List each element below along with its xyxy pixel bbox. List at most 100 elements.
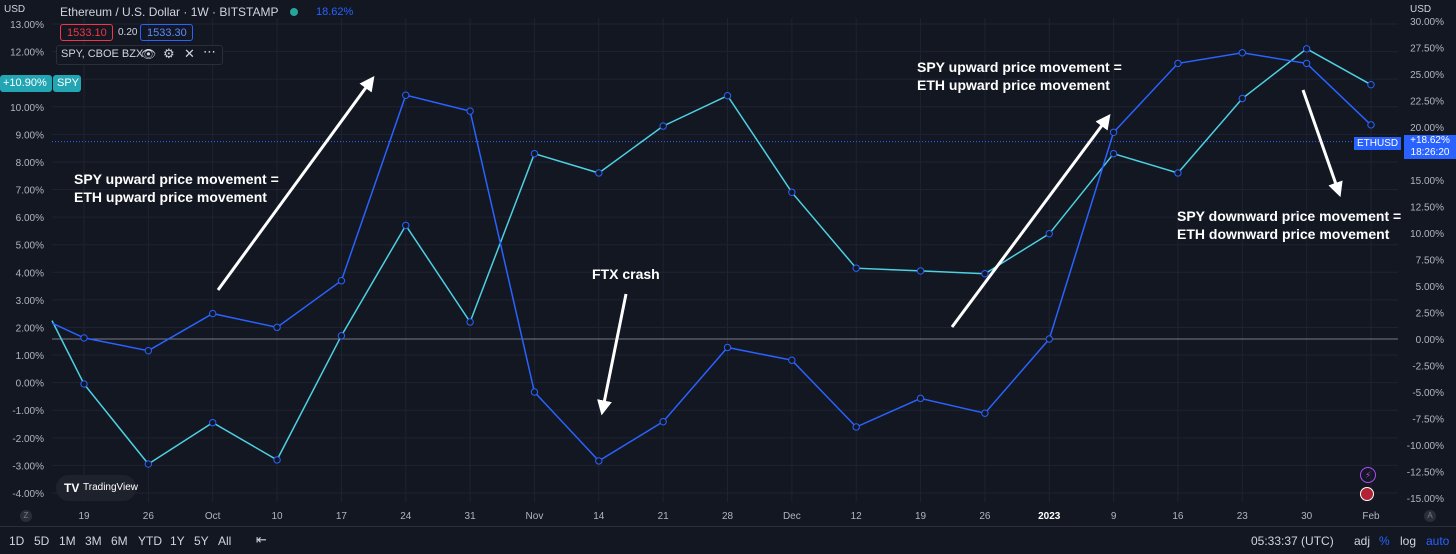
x-axis-tick-label: 14: [593, 511, 605, 522]
settings-z-icon[interactable]: Z: [20, 510, 32, 522]
us-flag-icon[interactable]: [1360, 487, 1374, 501]
x-axis-tick-label: 31: [465, 511, 477, 522]
adj-toggle[interactable]: adj: [1354, 534, 1371, 548]
x-axis-tick-label: Oct: [205, 511, 221, 522]
bottom-toolbar: 1D 5D 1M 3M 6M YTD 1Y 5Y All ⇤ 05:33:37 …: [0, 526, 1456, 554]
x-axis-tick-label: 26: [979, 511, 991, 522]
left-axis-tick-label: 9.00%: [16, 130, 44, 141]
eye-icon[interactable]: 👁: [141, 47, 157, 61]
x-axis-tick-label: 21: [658, 511, 670, 522]
log-toggle[interactable]: log: [1400, 534, 1417, 548]
more-icon[interactable]: ⋯: [203, 44, 216, 59]
left-axis-tick-label: -4.00%: [12, 489, 44, 500]
auto-scale-a-icon[interactable]: A: [1424, 510, 1436, 522]
ask-price-box[interactable]: 1533.30: [140, 24, 193, 41]
date-range-icon[interactable]: ⇤: [256, 532, 267, 547]
timeframe-1d[interactable]: 1D: [9, 534, 25, 548]
data-point-spy: [273, 456, 281, 464]
tradingview-logo-icon: TV: [64, 481, 80, 495]
data-point-spy: [80, 380, 88, 388]
percent-toggle[interactable]: %: [1379, 534, 1390, 548]
data-point-ethusd: [144, 346, 153, 355]
data-point-ethusd: [1174, 59, 1182, 68]
right-axis-tick-label: 25.00%: [1410, 70, 1444, 81]
data-point-spy: [1302, 45, 1311, 53]
data-point-ethusd: [1367, 121, 1375, 129]
timeframe-ytd[interactable]: YTD: [138, 534, 162, 548]
overlay-symbol-label: SPY, CBOE BZX: [61, 48, 144, 60]
annotation-ftx: FTX crash: [592, 266, 660, 282]
timeframe-1m[interactable]: 1M: [59, 534, 76, 548]
left-axis-tick-label: 6.00%: [16, 213, 44, 224]
right-axis-tick-label: 2.50%: [1416, 309, 1444, 320]
data-point-spy: [1238, 94, 1247, 103]
left-axis-tick-label: 12.00%: [10, 48, 44, 59]
timeframe-1y[interactable]: 1Y: [170, 534, 185, 548]
spread-value: 0.20: [118, 27, 138, 38]
right-axis-tick-label: 12.50%: [1410, 203, 1444, 214]
timeframe-5y[interactable]: 5Y: [194, 534, 209, 548]
close-icon[interactable]: ✕: [184, 46, 195, 61]
data-point-ethusd: [466, 107, 474, 115]
utc-time[interactable]: 05:33:37 (UTC): [1251, 534, 1334, 548]
timeframe-all[interactable]: All: [218, 534, 232, 548]
data-point-ethusd: [1109, 128, 1118, 137]
x-axis-tick-label: Feb: [1362, 511, 1380, 522]
data-point-ethusd: [1302, 59, 1311, 68]
arrow-ftx: [597, 293, 628, 416]
symbol-title: Ethereum / U.S. Dollar · 1W · BITSTAMP: [60, 5, 279, 19]
data-point-spy: [1367, 80, 1375, 89]
right-axis-tick-label: -5.00%: [1412, 388, 1444, 399]
data-point-ethusd: [337, 277, 346, 285]
x-axis-tick-label: 9: [1111, 511, 1117, 522]
data-point-ethusd: [788, 356, 796, 364]
annotation-left-line2: ETH upward price movement: [74, 189, 267, 205]
data-point-ethusd: [1238, 49, 1247, 57]
data-point-ethusd: [659, 417, 667, 426]
arrow-up-right: [950, 113, 1111, 328]
data-point-ethusd: [852, 423, 860, 431]
annotation-right-up-line1: SPY upward price movement =: [917, 59, 1122, 75]
data-point-ethusd: [209, 309, 217, 318]
data-point-ethusd: [595, 457, 603, 465]
timeframe-6m[interactable]: 6M: [111, 534, 128, 548]
timeframe-3m[interactable]: 3M: [85, 534, 102, 548]
data-point-spy: [852, 264, 860, 272]
bid-price-box[interactable]: 1533.10: [60, 24, 113, 41]
overlay-legend[interactable]: SPY, CBOE BZX 👁 ⚙ ✕ ⋯: [56, 44, 223, 65]
auto-toggle[interactable]: auto: [1426, 534, 1450, 548]
annotation-left: SPY upward price movement = ETH upward p…: [74, 170, 279, 206]
right-axis-tick-label: 22.50%: [1410, 97, 1444, 108]
data-point-spy: [402, 221, 410, 230]
x-axis-tick-label: Nov: [526, 511, 544, 522]
alert-icon[interactable]: ⚡: [1360, 467, 1376, 483]
x-axis-tick-label: 2023: [1038, 511, 1061, 522]
data-point-spy: [337, 332, 346, 340]
right-currency-label[interactable]: USD: [1410, 4, 1432, 15]
left-axis-tick-label: 8.00%: [16, 158, 44, 169]
data-point-spy: [1045, 229, 1053, 238]
left-axis-tick-label: 13.00%: [10, 20, 44, 31]
data-point-spy: [723, 92, 732, 100]
data-point-ethusd: [1045, 335, 1053, 343]
x-axis-tick-label: 19: [78, 511, 90, 522]
right-axis-tick-label: -2.50%: [1412, 362, 1444, 373]
data-point-ethusd: [723, 343, 732, 352]
left-currency-label[interactable]: USD: [4, 4, 26, 15]
tradingview-watermark[interactable]: TV TradingView: [56, 475, 139, 501]
data-point-spy: [981, 269, 989, 278]
right-axis-tick-label: -10.00%: [1407, 441, 1444, 452]
gear-icon[interactable]: ⚙: [163, 46, 175, 61]
tradingview-label: TradingView: [83, 482, 139, 493]
right-axis-tick-label: -12.50%: [1407, 468, 1444, 479]
left-axis-tick-label: -2.00%: [12, 434, 44, 445]
right-axis-tick-label: 20.00%: [1410, 123, 1444, 134]
left-axis-tick-label: 5.00%: [16, 241, 44, 252]
annotation-left-line1: SPY upward price movement =: [74, 171, 279, 187]
series-line-spy: [51, 47, 1372, 465]
data-point-ethusd: [530, 388, 539, 396]
timeframe-5d[interactable]: 5D: [34, 534, 50, 548]
data-point-ethusd: [916, 394, 925, 403]
arrow-up-left: [216, 75, 375, 291]
